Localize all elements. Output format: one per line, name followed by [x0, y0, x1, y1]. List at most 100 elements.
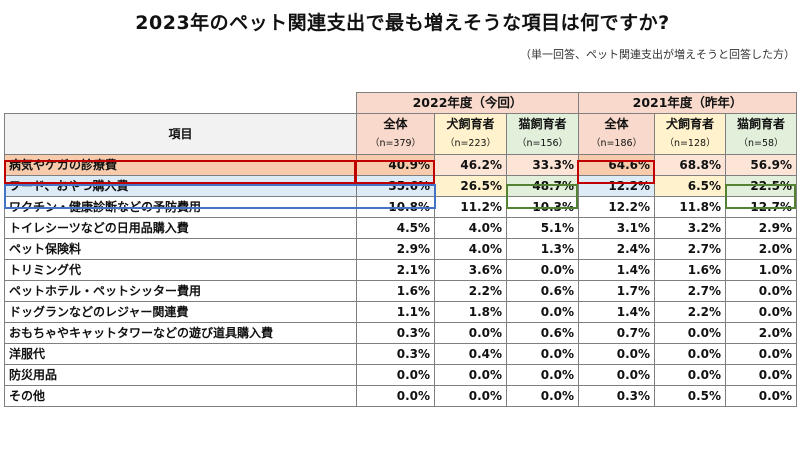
value-cell: 2.9% [356, 238, 435, 260]
table-row: ドッグランなどのレジャー関連費 1.1% 1.8% 0.0% 1.4% 2.2% 0.0% [4, 301, 798, 323]
value-cell: 6.5% [654, 175, 727, 197]
corner-cell [5, 93, 357, 114]
value-cell: 56.9% [725, 154, 798, 176]
row-label: 洋服代 [4, 343, 357, 365]
value-cell: 3.1% [578, 217, 656, 239]
value-cell: 3.6% [434, 259, 507, 281]
value-cell: 2.0% [725, 238, 798, 260]
value-cell: 0.5% [654, 385, 727, 407]
value-cell: 2.9% [725, 217, 798, 239]
value-cell: 1.4% [578, 301, 656, 323]
table-row: 防災用品 0.0% 0.0% 0.0% 0.0% 0.0% 0.0% [4, 364, 798, 386]
value-cell: 0.0% [434, 364, 507, 386]
col-label: 全体 [383, 117, 408, 131]
value-cell: 10.3% [505, 196, 580, 218]
value-cell: 5.1% [505, 217, 580, 239]
value-cell: 33.3% [505, 154, 580, 176]
value-cell: 0.0% [434, 322, 507, 344]
value-cell: 12.2% [578, 175, 656, 197]
value-cell: 0.6% [505, 280, 580, 302]
col-n: （n=186） [590, 138, 643, 149]
value-cell: 0.0% [725, 301, 798, 323]
value-cell: 11.8% [654, 196, 727, 218]
row-label: フード、おやつ購入費 [4, 175, 357, 197]
table-row: フード、おやつ購入費 35.6% 26.5% 48.7% 12.2% 6.5% 22.5% [4, 175, 798, 197]
value-cell: 1.6% [356, 280, 435, 302]
value-cell: 2.7% [654, 280, 727, 302]
value-cell: 12.7% [725, 196, 798, 218]
table-row: トリミング代 2.1% 3.6% 0.0% 1.4% 1.6% 1.0% [4, 259, 798, 281]
col-n: （n=58） [738, 138, 784, 149]
value-cell: 0.4% [434, 343, 507, 365]
value-cell: 3.2% [654, 217, 727, 239]
value-cell: 2.2% [434, 280, 507, 302]
chart-title: 2023年のペット関連支出で最も増えそうな項目は何ですか? [135, 12, 670, 34]
group-header-2021: 2021年度（昨年） [578, 92, 798, 114]
col-label: 猫飼育者 [518, 117, 567, 131]
value-cell: 0.0% [654, 322, 727, 344]
column-header-row: 項目 全体 （n=379） 犬飼育者 （n=223） 猫飼育者 （n=156） 全体 （… [4, 113, 798, 155]
value-cell: 0.7% [578, 322, 656, 344]
table-row: 洋服代 0.3% 0.4% 0.0% 0.0% 0.0% 0.0% [4, 343, 798, 365]
value-cell: 1.6% [654, 259, 727, 281]
col-n: （n=379） [369, 138, 422, 149]
row-label: トリミング代 [4, 259, 357, 281]
table-row: その他 0.0% 0.0% 0.0% 0.3% 0.5% 0.0% [4, 385, 798, 407]
value-cell: 0.6% [505, 322, 580, 344]
row-label: 防災用品 [4, 364, 357, 386]
value-cell: 48.7% [505, 175, 580, 197]
col-2022-dog: 犬飼育者 （n=223） [434, 113, 507, 155]
value-cell: 4.0% [434, 238, 507, 260]
value-cell: 2.2% [654, 301, 727, 323]
col-2022-cat: 猫飼育者 （n=156） [505, 113, 580, 155]
row-label: その他 [4, 385, 357, 407]
col-2021-cat: 猫飼育者 （n=58） [725, 113, 798, 155]
value-cell: 0.0% [725, 364, 798, 386]
value-cell: 1.4% [578, 259, 656, 281]
value-cell: 64.6% [578, 154, 656, 176]
data-table: 2022年度（今回） 2021年度（昨年） 項目 全体 （n=379） 犬飼育者 （… [4, 92, 798, 407]
value-cell: 2.1% [356, 259, 435, 281]
value-cell: 12.2% [578, 196, 656, 218]
value-cell: 0.0% [505, 343, 580, 365]
value-cell: 0.0% [725, 280, 798, 302]
value-cell: 40.9% [356, 154, 435, 176]
row-label: ワクチン・健康診断などの予防費用 [4, 196, 357, 218]
value-cell: 4.0% [434, 217, 507, 239]
value-cell: 1.3% [505, 238, 580, 260]
row-label: ペットホテル・ペットシッター費用 [4, 280, 357, 302]
value-cell: 1.0% [725, 259, 798, 281]
col-n: （n=128） [664, 138, 716, 149]
value-cell: 0.0% [505, 259, 580, 281]
col-label: 全体 [604, 117, 629, 131]
value-cell: 2.4% [578, 238, 656, 260]
value-cell: 2.7% [654, 238, 727, 260]
value-cell: 0.0% [578, 364, 656, 386]
col-label: 犬飼育者 [446, 117, 495, 131]
row-label: トイレシーツなどの日用品購入費 [4, 217, 357, 239]
col-label: 猫飼育者 [737, 117, 786, 131]
value-cell: 0.0% [654, 364, 727, 386]
value-cell: 1.8% [434, 301, 507, 323]
value-cell: 0.0% [505, 364, 580, 386]
value-cell: 0.0% [356, 385, 435, 407]
table-row: ペット保険料 2.9% 4.0% 1.3% 2.4% 2.7% 2.0% [4, 238, 798, 260]
col-2021-dog: 犬飼育者 （n=128） [654, 113, 727, 155]
value-cell: 0.0% [578, 343, 656, 365]
row-label: おもちゃやキャットタワーなどの遊び道具購入費 [4, 322, 357, 344]
col-n: （n=223） [444, 138, 497, 149]
value-cell: 26.5% [434, 175, 507, 197]
col-n: （n=156） [516, 138, 569, 149]
table-row: ワクチン・健康診断などの予防費用 10.8% 11.2% 10.3% 12.2% 11.8… [4, 196, 798, 218]
value-cell: 0.0% [505, 301, 580, 323]
col-2022-all: 全体 （n=379） [356, 113, 435, 155]
table-row: おもちゃやキャットタワーなどの遊び道具購入費 0.3% 0.0% 0.6% 0.7% 0.… [4, 322, 798, 344]
col-label: 犬飼育者 [666, 117, 715, 131]
value-cell: 1.7% [578, 280, 656, 302]
value-cell: 2.0% [725, 322, 798, 344]
item-header: 項目 [4, 113, 357, 155]
value-cell: 68.8% [654, 154, 727, 176]
value-cell: 0.0% [654, 343, 727, 365]
chart-subtitle: （単一回答、ペット関連支出が増えそうと回答した方） [520, 48, 795, 61]
row-label: ドッグランなどのレジャー関連費 [4, 301, 357, 323]
